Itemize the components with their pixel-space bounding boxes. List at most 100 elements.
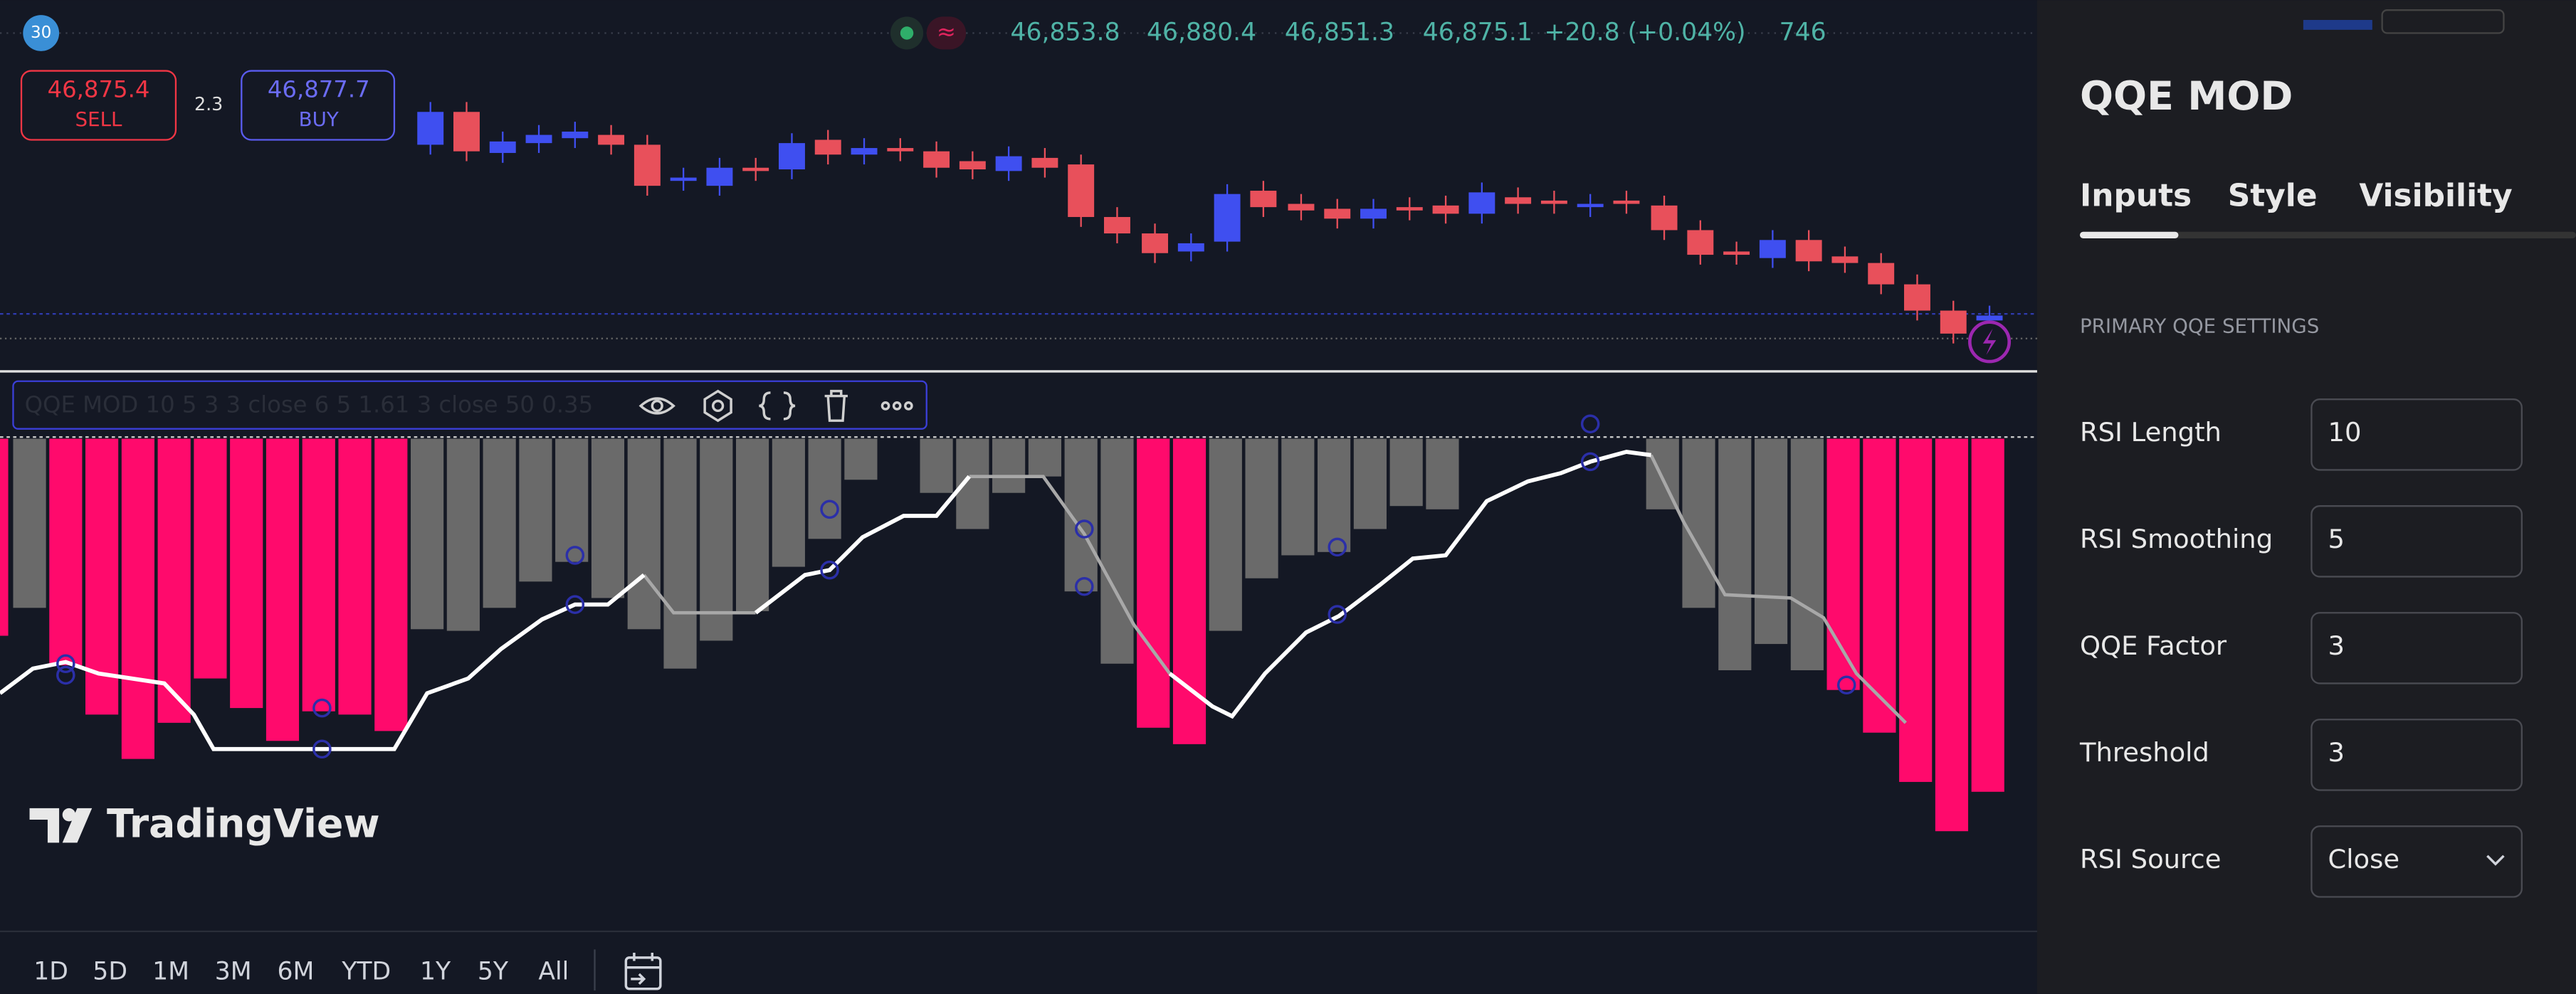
- spread-bg: [177, 92, 227, 119]
- range-button[interactable]: 1D: [33, 958, 68, 986]
- source-icon[interactable]: [759, 391, 796, 421]
- candle-body: [1759, 240, 1786, 258]
- histogram-bar: [772, 438, 805, 567]
- cross-marker: [565, 595, 585, 614]
- candle-body: [1068, 164, 1095, 217]
- range-button[interactable]: 1Y: [420, 958, 451, 986]
- sell-button[interactable]: [20, 70, 177, 141]
- field-label: RSI Length: [2080, 417, 2222, 448]
- candle-body: [1177, 243, 1204, 252]
- field-input[interactable]: [2310, 825, 2523, 898]
- candle-body: [417, 112, 444, 145]
- candle-body: [814, 139, 841, 155]
- histogram-bar: [1935, 438, 1969, 832]
- ohlc-value: 46,880.4: [1147, 18, 1256, 46]
- histogram-bar: [194, 438, 227, 679]
- histogram-bar: [555, 438, 589, 562]
- histogram-bar: [1172, 438, 1206, 744]
- more-icon: [903, 401, 913, 411]
- candle-body: [1795, 240, 1822, 262]
- eye-icon[interactable]: [638, 397, 675, 415]
- range-button[interactable]: 3M: [215, 958, 252, 986]
- logo-text: TradingView: [107, 801, 380, 847]
- field-input[interactable]: [2310, 505, 2523, 578]
- histogram-bar: [1353, 438, 1387, 529]
- candle-body: [1723, 251, 1750, 255]
- field-input[interactable]: [2310, 398, 2523, 471]
- field-input[interactable]: [2310, 612, 2523, 684]
- candle-body: [1831, 256, 1859, 263]
- cross-marker: [565, 546, 585, 565]
- histogram-bar: [1790, 438, 1824, 670]
- histogram-bar: [627, 438, 661, 630]
- candle-body: [1613, 200, 1640, 204]
- histogram-bar: [1209, 438, 1242, 631]
- field-input[interactable]: [2310, 719, 2523, 791]
- histogram-bar: [157, 438, 191, 723]
- tab[interactable]: Visibility: [2359, 177, 2512, 213]
- buy-label: BUY: [299, 107, 339, 131]
- cross-marker: [1328, 605, 1347, 624]
- range-button[interactable]: 6M: [278, 958, 315, 986]
- cross-marker: [1075, 577, 1094, 596]
- buy-button[interactable]: [241, 70, 396, 141]
- tab[interactable]: Style: [2228, 177, 2318, 213]
- range-button[interactable]: 1M: [152, 958, 189, 986]
- histogram-bar: [1281, 438, 1315, 556]
- candle-body: [851, 148, 878, 155]
- range-button[interactable]: All: [538, 958, 569, 986]
- ohlc-value: 46,875.1: [1423, 18, 1533, 46]
- candle-body: [1250, 191, 1277, 208]
- range-button[interactable]: YTD: [341, 958, 391, 986]
- cross-marker: [820, 499, 839, 519]
- candle-body: [489, 141, 516, 153]
- candle-body: [923, 151, 950, 168]
- candle-body: [1868, 263, 1895, 285]
- tab-track: [2079, 231, 2576, 238]
- candle-body: [1505, 197, 1532, 204]
- candles: [417, 102, 2003, 344]
- indicator-legend-box: [12, 380, 927, 430]
- histogram-bar: [411, 438, 444, 630]
- candle-body: [525, 134, 552, 144]
- histogram-bar: [1389, 438, 1423, 507]
- candle-body: [1360, 208, 1387, 219]
- candle-body: [1104, 216, 1130, 234]
- histogram-bar: [1318, 438, 1351, 552]
- dropdown-chevron: [2486, 855, 2505, 866]
- tab[interactable]: Inputs: [2080, 177, 2192, 213]
- range-button[interactable]: 5D: [93, 958, 127, 986]
- cross-marker: [56, 654, 75, 674]
- more-icon[interactable]: [880, 401, 890, 411]
- cross-marker: [1580, 414, 1600, 434]
- histogram-bar: [13, 438, 46, 608]
- panel-top-button: [2381, 9, 2505, 34]
- spread: 2.3: [194, 93, 223, 115]
- histogram-bar: [663, 438, 697, 669]
- histogram-bar: [302, 438, 335, 712]
- histogram-bar: [0, 438, 9, 636]
- candle-body: [453, 112, 480, 152]
- histogram-bar: [1863, 438, 1896, 733]
- range-button[interactable]: 5Y: [478, 958, 509, 986]
- delete-icon[interactable]: [824, 389, 848, 422]
- histogram-bar: [338, 438, 372, 715]
- histogram-bar: [266, 438, 300, 741]
- histogram-bar: [1100, 438, 1134, 664]
- field-value: 3: [2328, 630, 2344, 661]
- histogram-bar: [49, 438, 83, 666]
- histogram: [0, 438, 2004, 832]
- field-value: 5: [2328, 524, 2344, 554]
- histogram-bar: [736, 438, 769, 611]
- histogram-bar: [844, 438, 878, 480]
- candle-body: [742, 167, 769, 171]
- date-range-icon[interactable]: [624, 952, 662, 990]
- settings-icon[interactable]: [703, 389, 732, 423]
- histogram-bar: [446, 438, 480, 631]
- sell-label: SELL: [75, 107, 122, 131]
- histogram-bar: [1426, 438, 1459, 509]
- candle-body: [670, 177, 697, 181]
- slow-line: [969, 475, 1172, 675]
